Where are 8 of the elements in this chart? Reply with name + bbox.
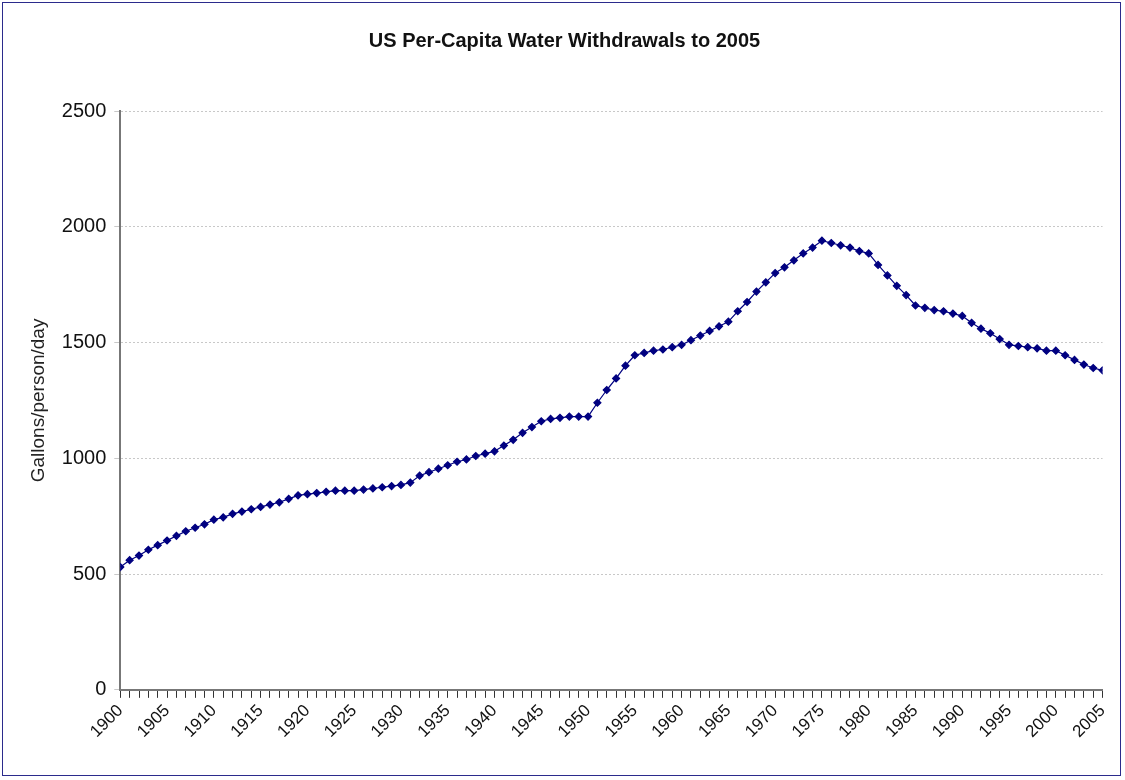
y-tick-label: 1500 — [61, 330, 107, 353]
y-tick-label: 1000 — [61, 445, 107, 468]
y-tick-label: 0 — [95, 677, 107, 700]
y-axis-title: Gallons/person/day — [26, 318, 48, 483]
y-tick-label: 2000 — [61, 214, 107, 237]
y-tick-label: 2500 — [61, 98, 107, 121]
y-tick-label: 500 — [72, 561, 107, 584]
chart-title: US Per-Capita Water Withdrawals to 2005 — [368, 28, 761, 51]
